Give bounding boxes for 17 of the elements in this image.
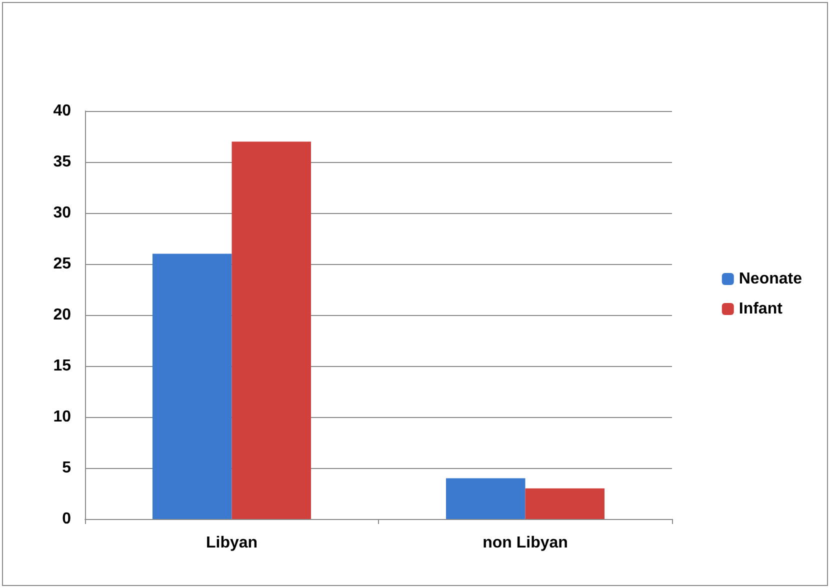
y-tick-label: 30 (53, 204, 72, 222)
bar (446, 478, 526, 519)
y-tick-label: 40 (53, 102, 72, 120)
bar (152, 254, 232, 519)
y-tick-label: 35 (53, 154, 72, 170)
y-tick-label: 25 (53, 256, 72, 272)
x-tick-label: Libyan (206, 534, 258, 552)
y-tick-label: 10 (53, 408, 72, 426)
bar (232, 142, 311, 519)
y-tick-label: 20 (53, 306, 72, 324)
legend-label: Neonate (738, 270, 802, 288)
legend-label: Infant (738, 300, 784, 318)
y-tick-label: 0 (62, 510, 72, 528)
bar (525, 488, 604, 519)
x-tick-label: non Libyan (482, 534, 568, 552)
y-tick-label: 15 (53, 358, 72, 374)
y-tick-label: 5 (62, 460, 72, 476)
